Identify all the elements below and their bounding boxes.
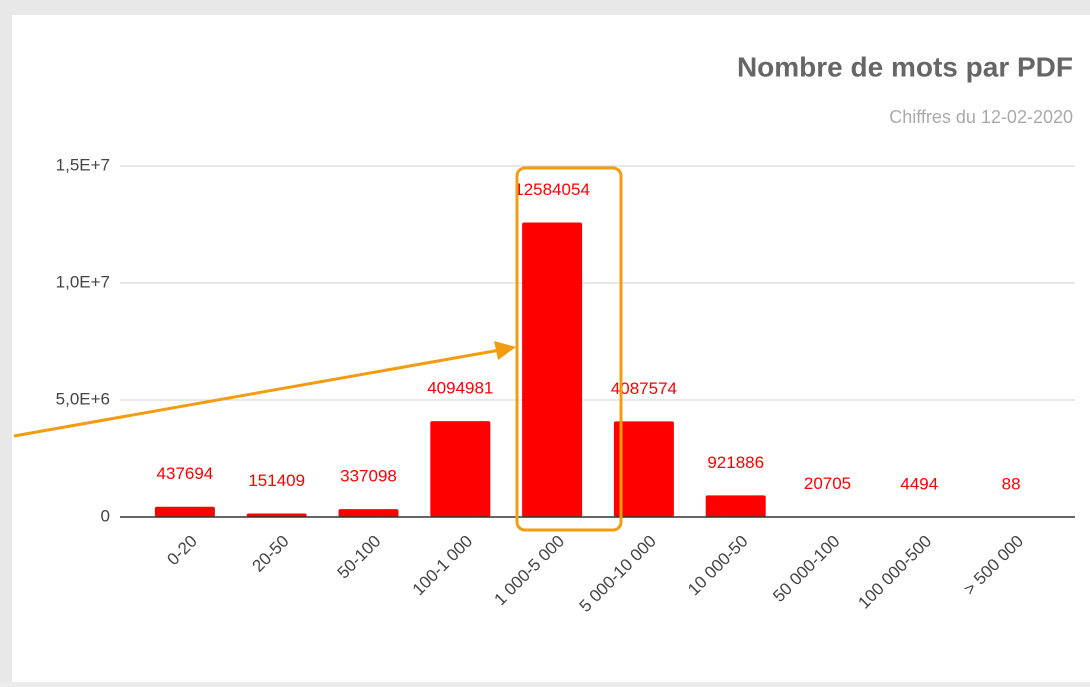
bar [339, 509, 399, 517]
value-label: 437694 [157, 464, 214, 483]
value-label: 151409 [248, 471, 305, 490]
y-tick-label: 1,5E+7 [56, 155, 110, 174]
value-label: 4494 [900, 474, 938, 493]
chart-title: Nombre de mots par PDF [737, 51, 1073, 82]
bar [430, 421, 490, 517]
bar [155, 507, 215, 517]
y-tick-label: 5,0E+6 [56, 389, 110, 408]
y-tick-label: 0 [101, 506, 110, 525]
value-label: 88 [1002, 474, 1021, 493]
bar [614, 421, 674, 517]
value-label: 337098 [340, 467, 397, 486]
value-label: 921886 [707, 453, 764, 472]
y-tick-label: 1,0E+7 [56, 272, 110, 291]
value-label: 4094981 [427, 379, 493, 398]
value-label: 20705 [804, 474, 851, 493]
chart-subtitle: Chiffres du 12-02-2020 [889, 107, 1073, 127]
value-label: 12584054 [514, 180, 590, 199]
bar [522, 223, 582, 517]
bar [706, 495, 766, 517]
